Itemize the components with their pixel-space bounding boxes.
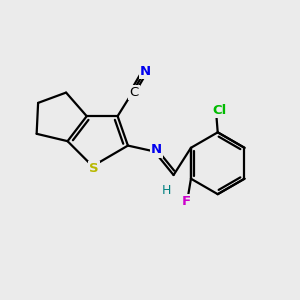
Text: H: H [161, 184, 171, 197]
Text: C: C [130, 86, 139, 99]
Text: S: S [89, 162, 99, 175]
Text: N: N [140, 64, 151, 78]
Text: N: N [151, 143, 162, 157]
Text: F: F [182, 195, 191, 208]
Text: Cl: Cl [213, 104, 227, 117]
